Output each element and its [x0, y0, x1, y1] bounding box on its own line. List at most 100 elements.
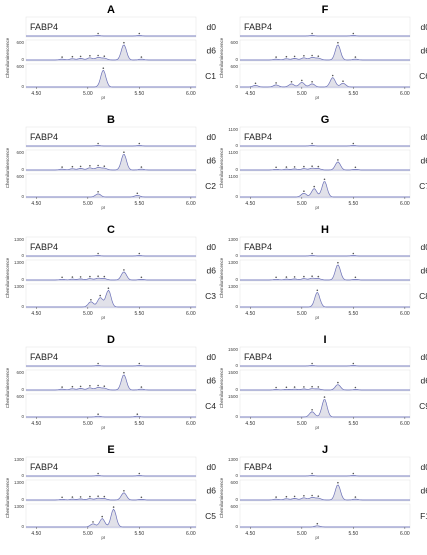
trace-fill: [26, 492, 196, 500]
x-tick-label: 5.50: [134, 201, 144, 207]
trace-fill: [240, 485, 410, 500]
peak-marker: [79, 385, 82, 388]
peak-marker: [331, 74, 334, 77]
peak-marker: [97, 164, 99, 167]
peak-marker: [71, 55, 74, 58]
row-frame: [25, 236, 197, 258]
peak-marker: [138, 252, 141, 255]
peak-marker: [97, 32, 99, 35]
row-frame: [239, 456, 411, 478]
row-frame: [25, 16, 197, 38]
trace-line: [26, 475, 196, 477]
peak-marker: [138, 32, 141, 35]
x-tick-label: 5.00: [83, 311, 93, 317]
peak-marker: [97, 252, 99, 255]
peak-marker: [61, 276, 63, 279]
peak-marker: [61, 386, 63, 388]
trace-line: [240, 365, 410, 367]
row-frame: [239, 39, 411, 62]
y-tick-label: 1300: [14, 284, 25, 289]
row-label: C1: [205, 71, 216, 81]
peak-marker: [89, 165, 91, 167]
y-zero-label: 0: [21, 524, 24, 529]
peak-marker: [317, 386, 320, 388]
trace-line: [26, 255, 196, 257]
y-tick-label: 1300: [228, 284, 239, 289]
peak-marker: [303, 55, 305, 57]
x-tick-label: 6.00: [400, 201, 410, 207]
x-tick-label: 6.00: [186, 531, 196, 537]
row-frame: [25, 479, 197, 502]
y-axis-title: Chemiluminescence: [219, 147, 224, 188]
peak-marker: [311, 54, 313, 57]
peak-marker: [89, 275, 91, 278]
peak-marker: [136, 413, 139, 416]
protein-label: FABP4: [30, 22, 58, 32]
row-frame: [25, 393, 197, 419]
panel-letter: J: [322, 444, 328, 456]
peak-marker: [103, 495, 106, 498]
row-label: d0: [207, 132, 217, 142]
peak-marker: [97, 384, 99, 387]
peak-marker: [323, 178, 326, 181]
peak-marker: [342, 80, 344, 82]
y-zero-label: 0: [21, 387, 24, 392]
peak-marker: [354, 56, 357, 58]
x-tick-label: 5.50: [134, 421, 144, 427]
panel-letter: H: [321, 224, 329, 236]
x-tick-label: 4.50: [31, 531, 41, 537]
x-tick-label: 5.50: [134, 311, 144, 317]
peak-marker: [275, 82, 277, 84]
peak-marker: [354, 276, 357, 279]
x-tick-label: 6.00: [186, 201, 196, 207]
y-axis-title: Chemiluminescence: [5, 477, 10, 518]
peak-marker: [97, 275, 99, 278]
panel-A: A FABP4 Chemiluminescence d0 600 0 d6 600 0 C1 4.5…: [5, 4, 216, 100]
y-tick-label: 1100: [228, 174, 238, 179]
x-tick-label: 5.00: [83, 91, 93, 97]
row-frame: [25, 503, 197, 529]
y-axis-title: Chemiluminescence: [5, 37, 10, 78]
peak-marker: [79, 55, 82, 58]
peak-marker: [123, 151, 125, 153]
peak-marker: [79, 276, 82, 278]
peak-marker: [140, 56, 143, 58]
x-tick-label: 5.00: [297, 311, 307, 317]
peak-marker: [352, 472, 355, 475]
peak-marker: [140, 166, 143, 168]
peak-marker: [303, 386, 305, 388]
y-axis-title: Chemiluminescence: [5, 367, 10, 408]
peak-marker: [97, 142, 99, 145]
y-zero-label: 0: [235, 253, 238, 258]
peak-marker: [71, 496, 74, 498]
peak-marker: [107, 287, 110, 290]
panel-letter: D: [107, 334, 115, 346]
peak-marker: [354, 496, 357, 498]
y-axis-title: Chemiluminescence: [219, 37, 224, 78]
y-tick-label: 1500: [228, 347, 239, 352]
peak-marker: [71, 165, 74, 168]
x-axis-title: pI: [315, 205, 319, 210]
trace-fill: [240, 162, 410, 170]
peak-marker: [311, 362, 313, 365]
peak-marker: [103, 165, 106, 167]
row-label: d6: [207, 266, 217, 276]
peak-marker: [285, 495, 288, 498]
trace-line: [240, 384, 410, 391]
x-tick-label: 4.50: [31, 311, 41, 317]
peak-marker: [317, 165, 320, 168]
y-zero-label: 0: [235, 363, 238, 368]
trace-line: [26, 145, 196, 147]
peak-marker: [97, 413, 99, 416]
x-tick-label: 4.50: [31, 201, 41, 207]
peak-marker: [123, 490, 125, 492]
row-label: d0: [207, 462, 217, 472]
peak-marker: [303, 275, 305, 278]
row-frame: [239, 346, 411, 368]
peak-marker: [316, 522, 319, 525]
y-tick-label: 1300: [228, 260, 239, 265]
x-tick-label: 5.50: [348, 201, 358, 207]
peak-marker: [317, 55, 320, 57]
trace-fill: [26, 154, 196, 170]
trace-line: [240, 255, 410, 257]
